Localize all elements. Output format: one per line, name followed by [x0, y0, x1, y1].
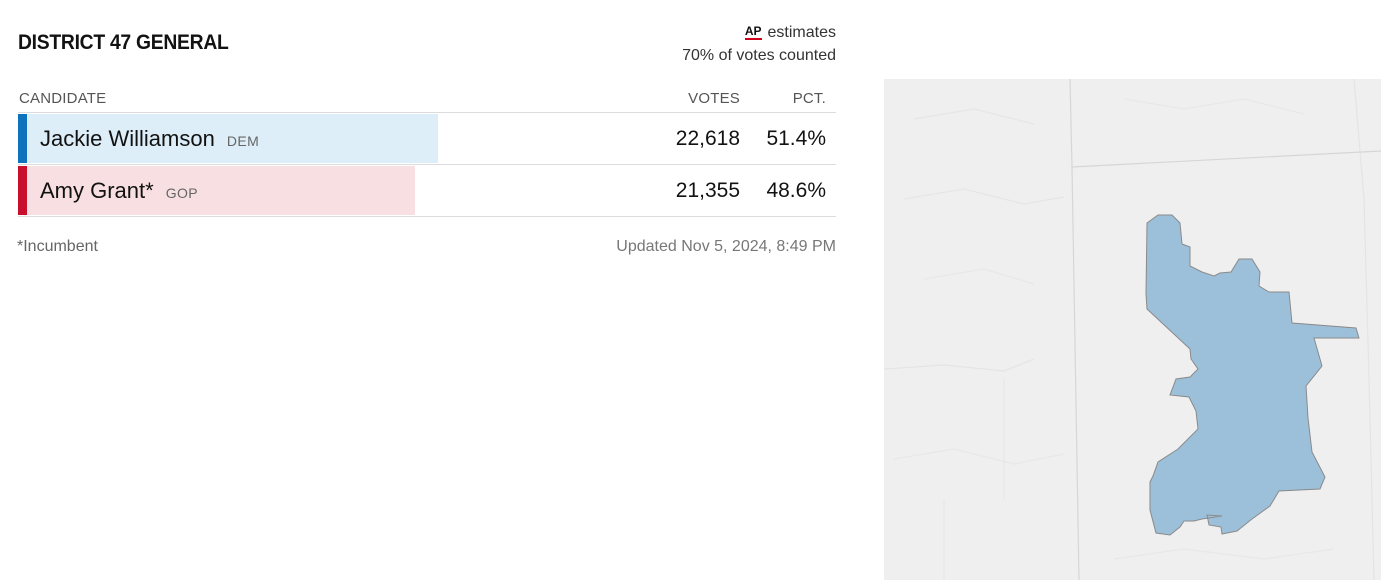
vote-share-bar [18, 166, 416, 215]
candidate-name: Amy Grant* [40, 178, 154, 203]
candidate-row: Amy Grant* GOP 21,355 48.6% [18, 165, 836, 217]
district-map-svg [884, 79, 1381, 580]
district-shape[interactable] [1145, 214, 1360, 536]
results-header: CANDIDATE VOTES PCT. [18, 88, 836, 113]
vote-percent: 48.6% [766, 179, 826, 202]
party-accent [18, 166, 27, 215]
party-accent [18, 114, 27, 163]
votes-counted: 70% of votes counted [682, 47, 836, 64]
votes-column-header: VOTES [688, 90, 740, 107]
vote-count: 21,355 [675, 179, 740, 202]
candidate-name: Jackie Williamson [40, 126, 215, 151]
party-label: GOP [165, 185, 199, 201]
ap-logo: AP [744, 24, 762, 40]
vote-share-bar [18, 114, 438, 163]
candidate-column-header: CANDIDATE [19, 90, 107, 107]
vote-percent: 51.4% [766, 127, 826, 150]
party-label: DEM [226, 133, 260, 149]
race-title: DISTRICT 47 GENERAL [18, 31, 229, 54]
estimates-label: estimates [767, 24, 836, 41]
ap-estimates: AP estimates 70% of votes counted [682, 21, 836, 67]
incumbent-footnote: *Incumbent [17, 238, 98, 255]
results-table: CANDIDATE VOTES PCT. Jackie Williamson DE… [18, 88, 836, 217]
candidate-row: Jackie Williamson DEM 22,618 51.4% [18, 113, 836, 165]
pct-column-header: PCT. [792, 90, 826, 107]
vote-count: 22,618 [675, 127, 740, 150]
updated-timestamp: Updated Nov 5, 2024, 8:49 PM [616, 238, 836, 255]
county-boundaries [884, 79, 1381, 580]
district-map[interactable] [884, 79, 1381, 580]
